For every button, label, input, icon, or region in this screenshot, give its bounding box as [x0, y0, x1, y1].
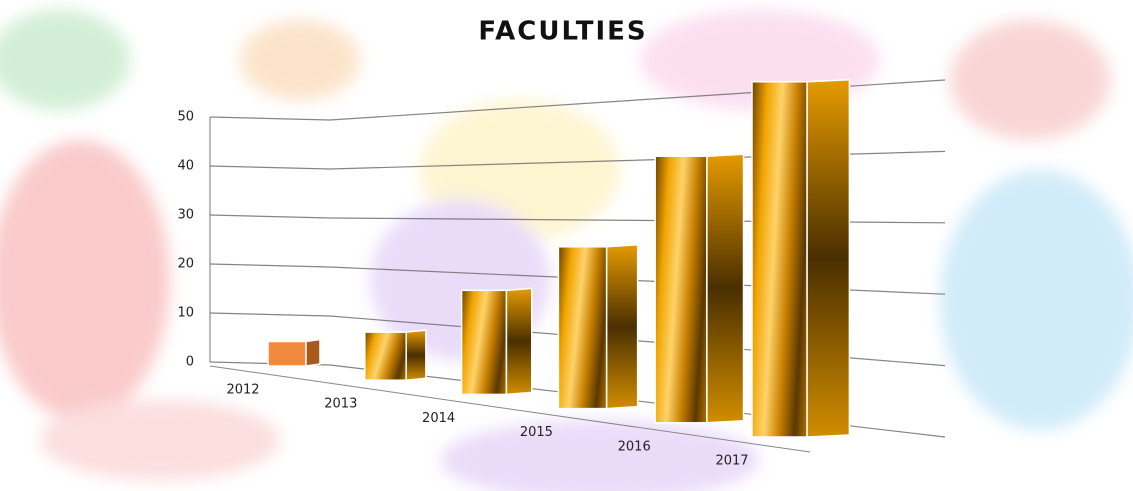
- bar-side: [305, 338, 321, 367]
- bar: [751, 81, 808, 438]
- bar-side: [405, 329, 427, 382]
- bar-side: [706, 153, 745, 424]
- bar: [557, 246, 608, 410]
- x-tick-label: 2017: [715, 454, 748, 469]
- bar: [460, 289, 508, 396]
- chart-title: FACULTIES: [478, 17, 647, 47]
- x-tick-label: 2014: [422, 411, 455, 426]
- y-tick-label: 20: [177, 257, 194, 272]
- x-tick-label: 2016: [618, 439, 651, 454]
- bar: [267, 340, 307, 367]
- bar-side: [806, 78, 851, 438]
- x-tick-label: 2012: [226, 383, 259, 398]
- bar: [364, 331, 407, 381]
- bar: [654, 155, 708, 424]
- bar-side: [605, 244, 639, 410]
- x-axis: [209, 365, 811, 453]
- y-tick-label: 30: [177, 208, 194, 223]
- y-tick-label: 40: [177, 159, 194, 174]
- y-tick-label: 10: [177, 306, 194, 321]
- grid-line: [209, 79, 946, 121]
- background: [0, 10, 1133, 491]
- x-tick-label: 2015: [520, 425, 553, 440]
- bar-side: [505, 287, 533, 396]
- y-tick-label: 0: [186, 355, 194, 370]
- y-tick-label: 50: [177, 110, 194, 125]
- x-tick-label: 2013: [324, 397, 357, 412]
